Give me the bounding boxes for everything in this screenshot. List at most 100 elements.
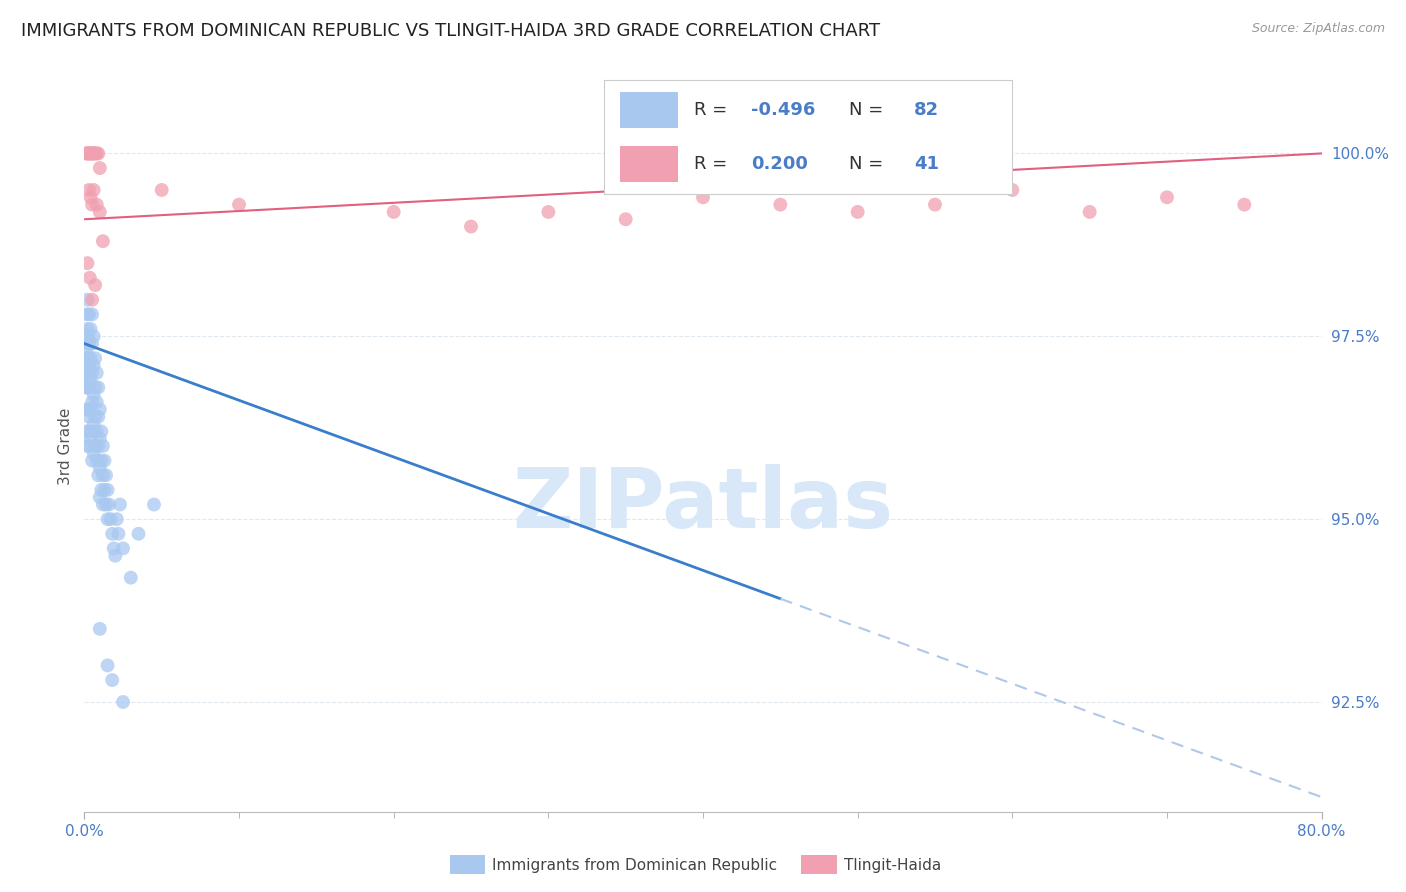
Point [120, 571, 142, 585]
Point [87, 409, 110, 424]
Point [82, 307, 104, 321]
Y-axis label: 3rd Grade: 3rd Grade [58, 408, 73, 484]
Point [75, 380, 97, 394]
Point [79, 146, 101, 161]
Point [87, 380, 110, 394]
Point [460, 219, 482, 234]
Point [89, 402, 111, 417]
Point [94, 498, 117, 512]
Point [77, 351, 100, 366]
Point [79, 146, 101, 161]
Point [537, 205, 560, 219]
Point [108, 498, 131, 512]
Point [89, 161, 111, 175]
Point [76, 146, 98, 161]
Point [89, 622, 111, 636]
Point [76, 256, 98, 270]
Point [77, 359, 100, 373]
Point [1001, 183, 1024, 197]
Point [769, 197, 792, 211]
Point [382, 205, 405, 219]
Point [91, 498, 114, 512]
Point [83, 446, 105, 460]
Point [127, 526, 149, 541]
Point [79, 190, 101, 204]
Point [84, 278, 107, 293]
Point [82, 197, 104, 211]
Point [89, 205, 111, 219]
Point [86, 366, 108, 380]
Point [84, 351, 107, 366]
Point [76, 380, 98, 394]
Point [76, 402, 98, 417]
Point [82, 146, 104, 161]
Point [77, 146, 100, 161]
Point [84, 146, 107, 161]
Point [82, 336, 104, 351]
Point [614, 212, 637, 227]
Point [91, 468, 114, 483]
Point [94, 468, 117, 483]
Point [76, 146, 98, 161]
Point [86, 425, 108, 439]
Point [83, 146, 105, 161]
Point [76, 359, 98, 373]
Point [82, 293, 104, 307]
Point [692, 190, 714, 204]
Point [83, 183, 105, 197]
Point [83, 388, 105, 402]
Point [79, 402, 101, 417]
Point [79, 322, 101, 336]
Point [80, 146, 103, 161]
Point [89, 461, 111, 475]
Point [86, 395, 108, 409]
Text: Immigrants from Dominican Republic: Immigrants from Dominican Republic [492, 858, 778, 872]
Point [77, 402, 100, 417]
Point [112, 695, 135, 709]
Point [101, 673, 124, 687]
Point [82, 453, 104, 467]
Point [77, 329, 100, 343]
Point [86, 197, 108, 211]
Point [105, 512, 128, 526]
Point [87, 468, 110, 483]
Point [93, 483, 115, 497]
Point [76, 366, 98, 380]
Point [93, 453, 115, 467]
Point [83, 359, 105, 373]
Point [82, 425, 104, 439]
Point [83, 329, 105, 343]
Point [77, 183, 100, 197]
Point [77, 336, 100, 351]
Point [77, 425, 100, 439]
Point [228, 197, 250, 211]
Point [84, 409, 107, 424]
Point [76, 439, 98, 453]
Text: Source: ZipAtlas.com: Source: ZipAtlas.com [1251, 22, 1385, 36]
Point [83, 417, 105, 431]
Point [101, 526, 124, 541]
Point [77, 409, 100, 424]
Point [91, 234, 114, 248]
Text: Tlingit-Haida: Tlingit-Haida [844, 858, 941, 872]
Point [107, 526, 129, 541]
Point [112, 541, 135, 556]
Point [98, 498, 121, 512]
Point [79, 351, 101, 366]
Point [79, 270, 101, 285]
Point [76, 307, 98, 321]
Point [103, 541, 125, 556]
Point [75, 366, 97, 380]
Point [77, 307, 100, 321]
Point [87, 439, 110, 453]
Point [77, 373, 100, 387]
Text: IMMIGRANTS FROM DOMINICAN REPUBLIC VS TLINGIT-HAIDA 3RD GRADE CORRELATION CHART: IMMIGRANTS FROM DOMINICAN REPUBLIC VS TL… [21, 22, 880, 40]
Point [76, 336, 98, 351]
Point [1078, 205, 1101, 219]
Point [83, 146, 105, 161]
Point [1233, 197, 1256, 211]
Point [96, 658, 118, 673]
Point [76, 293, 98, 307]
Point [76, 425, 98, 439]
Point [143, 498, 166, 512]
